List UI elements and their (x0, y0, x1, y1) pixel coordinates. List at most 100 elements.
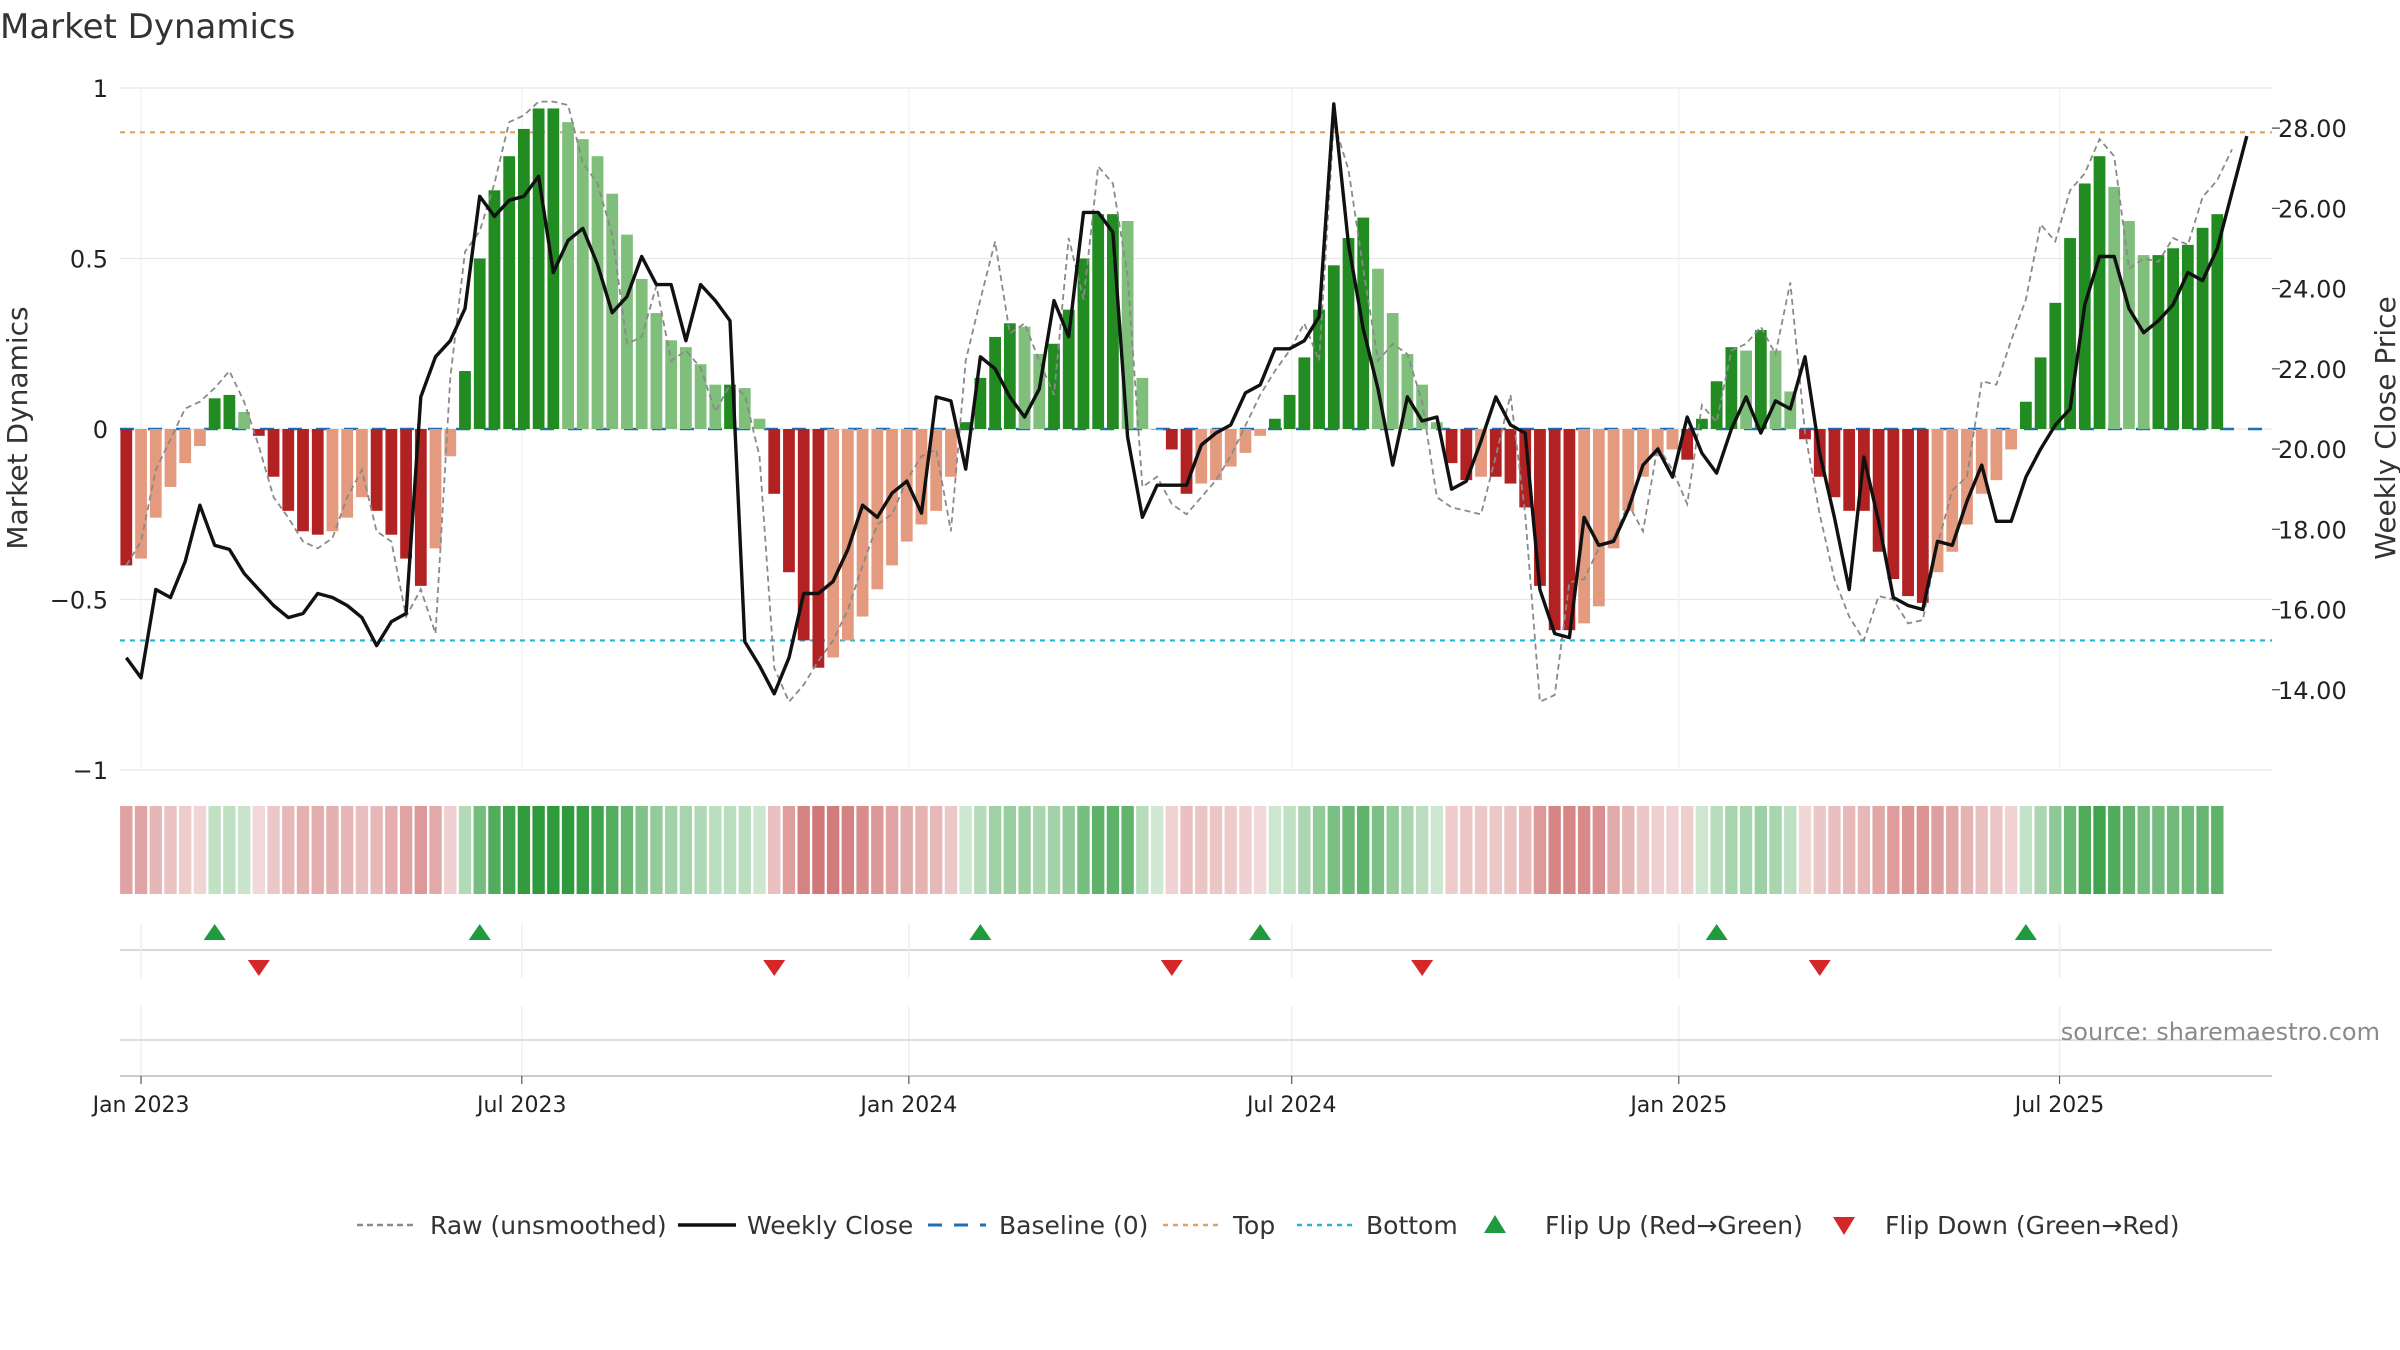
strip-cell (1592, 806, 1606, 894)
weekly-close-line (124, 102, 2249, 696)
strip-cell (1342, 806, 1355, 894)
dynamics-bar (1342, 238, 1355, 429)
strip-cell (723, 806, 737, 894)
strip-cell (1474, 806, 1488, 894)
dynamics-bar (1754, 330, 1767, 429)
dynamics-bar (179, 429, 192, 464)
strip-cell (1460, 806, 1473, 894)
dynamics-bar (1460, 429, 1473, 481)
strip-cell (223, 806, 236, 894)
strip-cell (355, 806, 369, 894)
dynamics-bar (1563, 429, 1576, 631)
strip-cell (237, 806, 251, 894)
dynamics-bar (1769, 350, 1782, 429)
strip-cell (1695, 806, 1709, 894)
strip-cell (458, 806, 472, 894)
dynamics-bar (444, 429, 457, 457)
dynamics-bar (194, 429, 206, 447)
dynamics-bar (356, 429, 368, 498)
strip-cell (1960, 806, 1974, 894)
dynamics-bar (2123, 220, 2135, 429)
dynamics-bar (812, 429, 825, 668)
strip-cell (709, 806, 722, 894)
x-tick-label: Jul 2025 (2013, 1093, 2105, 1118)
strip-cell (473, 806, 486, 894)
dynamics-bar (1931, 429, 1944, 573)
dynamics-bar (1062, 309, 1075, 429)
chart-title: Market Dynamics (0, 7, 295, 47)
dynamics-bar (2137, 255, 2150, 429)
dynamics-bar (532, 108, 545, 430)
y2-tick-label: 20.00 (2278, 436, 2347, 464)
dynamics-bar (1828, 429, 1841, 498)
dynamics-bar (164, 429, 177, 487)
strip-cell (797, 806, 810, 894)
dynamics-bar (1887, 429, 1900, 580)
flip-up-marker (1705, 924, 1728, 940)
dynamics-bar (694, 364, 707, 429)
dynamics-bar (488, 190, 501, 429)
strip-cell (252, 806, 266, 894)
dynamics-bar (1710, 381, 1723, 429)
raw-line-path (125, 100, 2233, 704)
dynamics-bar (311, 429, 324, 535)
strip-cell (1857, 806, 1871, 894)
strip-cell (193, 806, 207, 894)
strip-cell (1312, 806, 1326, 894)
strip-cell (841, 806, 855, 894)
legend-label-down: Flip Down (Green→Red) (1885, 1211, 2180, 1240)
strip-cell (1121, 806, 1134, 894)
dynamics-bar (1239, 429, 1252, 453)
strip-cell (606, 806, 619, 894)
strip-cell (532, 806, 545, 894)
strip-cell (768, 806, 781, 894)
strip-cell (2196, 806, 2209, 894)
dynamics-bar (1224, 429, 1237, 467)
strip-cell (1887, 806, 1900, 894)
x-tick-label: Jan 2025 (1628, 1093, 1727, 1118)
dynamics-bar (1592, 429, 1605, 607)
dynamics-bar (459, 371, 471, 429)
flip-up-marker (203, 924, 226, 940)
strip-cell (576, 806, 589, 894)
dynamics-bar (1077, 258, 1090, 429)
strip-cell (1136, 806, 1149, 894)
dynamics-bar (2152, 255, 2165, 429)
dynamics-bar (679, 347, 692, 429)
dynamics-bar (989, 336, 1001, 429)
strip-cell (2152, 806, 2165, 894)
dynamics-bar (974, 377, 987, 429)
strip-cell (2004, 806, 2018, 894)
strip-cell (2093, 806, 2106, 894)
strip-cell (944, 806, 958, 894)
strip-cell (635, 806, 648, 894)
flip-down-marker (1808, 960, 1831, 976)
strip-cell (1268, 806, 1282, 894)
dynamics-bar (900, 429, 913, 542)
legend-flip-down-swatch (1833, 1217, 1855, 1235)
dynamics-bar (753, 418, 766, 429)
y2-tick-label: 24.00 (2278, 276, 2347, 304)
dynamics-bar (282, 429, 295, 511)
dynamics-bar (1843, 429, 1856, 511)
strip-cell (1298, 806, 1311, 894)
strip-cell (1209, 806, 1223, 894)
dynamics-bar (1651, 429, 1664, 457)
dynamics-bar (768, 429, 781, 494)
strip-cell (1430, 806, 1444, 894)
dynamics-bar (1372, 268, 1384, 429)
strip-cell (1091, 806, 1105, 894)
y2-tick-label: 14.00 (2278, 677, 2347, 705)
dynamics-bar (871, 429, 884, 590)
strip-cell (1563, 806, 1576, 894)
strip-cell (370, 806, 383, 894)
dynamics-bar (930, 429, 943, 511)
dynamics-bar (414, 429, 427, 586)
dynamics-bar (473, 258, 486, 429)
dynamics-bar (783, 429, 795, 573)
dynamics-bar (665, 340, 678, 429)
strip-cell (1548, 806, 1561, 894)
left-axis-label: Market Dynamics (1, 306, 34, 549)
strip-cell (1754, 806, 1768, 894)
